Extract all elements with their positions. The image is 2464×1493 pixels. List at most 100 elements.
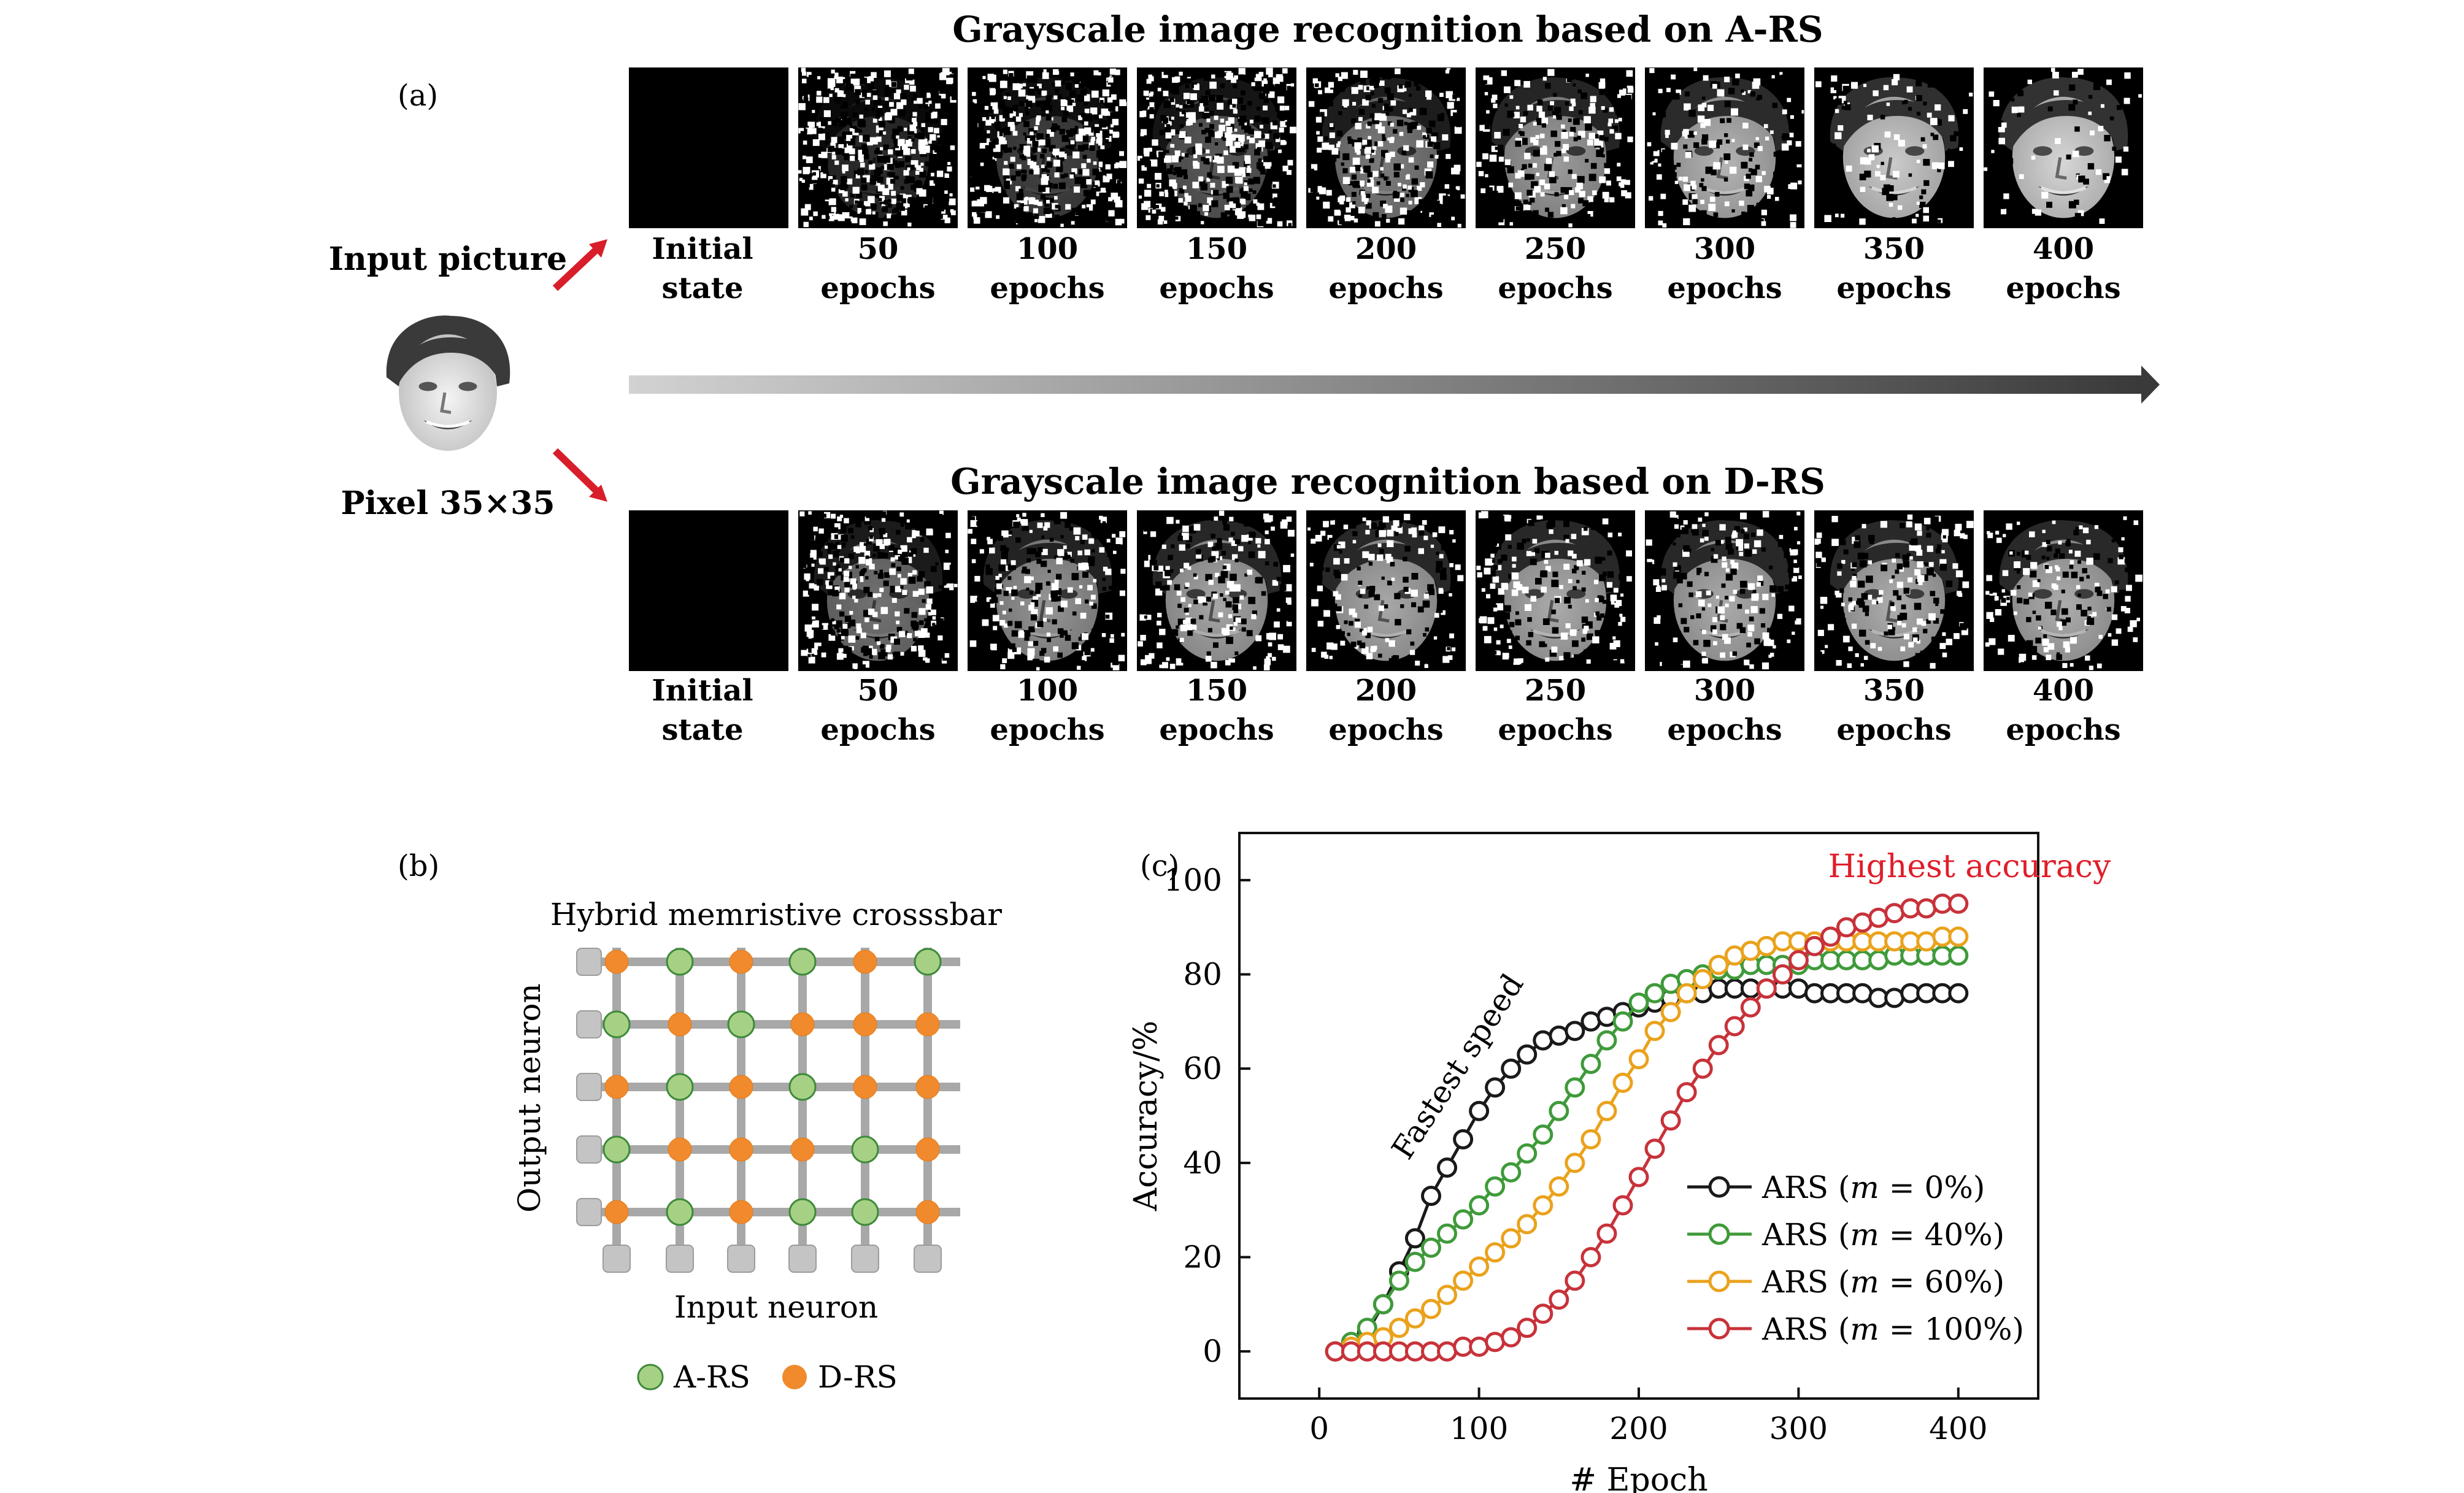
y-tick-label: 60 (1183, 1051, 1222, 1086)
epoch-frame: 350 epochs (1814, 67, 1974, 305)
epoch-frame: 400 epochs (1984, 510, 2143, 747)
output-neuron-label: Output neuron (512, 983, 547, 1213)
frame-label-bottom: state (661, 271, 743, 305)
data-point (1644, 983, 1665, 1004)
data-point (1565, 1153, 1585, 1173)
data-point (1388, 1318, 1409, 1338)
data-point (1453, 1270, 1474, 1291)
drs-cell (790, 1137, 815, 1162)
data-point (1533, 1124, 1553, 1145)
data-point (1404, 1251, 1425, 1272)
frame-label-bottom: epochs (1328, 271, 1443, 305)
y-tick-label: 0 (1203, 1334, 1222, 1369)
pixel-size-caption: Pixel 35×35 (341, 485, 555, 522)
drs-cell (915, 1075, 940, 1099)
data-point (1660, 1110, 1681, 1131)
input-picture-title: Input picture (329, 240, 568, 278)
frame-label-top: 100 (1017, 674, 1078, 708)
drs-frames: Initialstate50epochs100epochs150epochs20… (629, 510, 2143, 747)
ars-cell (603, 1010, 631, 1038)
data-point (1612, 1072, 1633, 1093)
ars-cell (851, 1198, 879, 1226)
epoch-frame: 50 epochs (798, 510, 958, 747)
epoch-frame: 300 epochs (1645, 510, 1804, 747)
data-point (1565, 1270, 1585, 1291)
legend-ars-label: A-RS (673, 1359, 750, 1395)
data-point (1708, 954, 1729, 975)
data-point (1612, 1195, 1633, 1216)
drs-cell (790, 1012, 815, 1037)
frame-label-bottom: state (661, 713, 743, 747)
frame-label-top: 300 (1694, 232, 1755, 266)
data-point (1421, 1299, 1441, 1319)
drs-cell (915, 1012, 940, 1037)
epoch-frame: 200 epochs (1306, 67, 1466, 305)
data-point (1517, 1318, 1538, 1338)
data-point (1756, 978, 1777, 999)
frame-label-top: 400 (2033, 232, 2094, 266)
frame-label-top: 250 (1525, 232, 1586, 266)
data-point (1565, 1077, 1585, 1098)
legend-label: ARS (m = 0%) (1761, 1170, 1985, 1205)
data-point (1660, 1002, 1681, 1023)
data-point (1373, 1294, 1393, 1315)
data-point (1501, 1058, 1522, 1079)
data-point (1453, 1129, 1474, 1149)
data-point (1549, 1176, 1569, 1197)
frame-label-bottom: epochs (1836, 271, 1951, 305)
frame-label-bottom: epochs (1667, 271, 1782, 305)
y-tick-label: 20 (1183, 1240, 1222, 1275)
data-point (1580, 1129, 1601, 1149)
data-point (1644, 1021, 1665, 1042)
crossbar-legend: A-RS D-RS (637, 1359, 898, 1395)
ars-row-title: Grayscale image recognition based on A-R… (952, 9, 1823, 50)
data-point (1501, 1162, 1522, 1183)
data-point (1644, 1138, 1665, 1159)
ars-cell (788, 1073, 817, 1101)
data-point (1676, 983, 1697, 1004)
frame-label-bottom: epochs (2006, 713, 2120, 747)
drs-cell (853, 950, 877, 974)
y-axis-label: Accuracy/% (1128, 1021, 1165, 1212)
data-point (1596, 1100, 1617, 1121)
data-point (1485, 1077, 1506, 1098)
data-point (1676, 1082, 1697, 1103)
ars-cell (666, 948, 694, 976)
accuracy-chart: 0 100 200 300 400 0 20 40 60 80 100 # Epoch Accuracy… (1128, 832, 2111, 1493)
frame-label-bottom: epochs (2006, 271, 2120, 305)
ars-cell (914, 948, 942, 976)
red-arrow-up-icon (552, 239, 607, 291)
y-tick-label: 100 (1164, 862, 1222, 898)
panel-b-label: (b) (398, 849, 439, 883)
ars-cell (788, 948, 817, 976)
epoch-frame: 150 epochs (1137, 510, 1296, 747)
frame-label-top: 400 (2033, 674, 2094, 708)
data-point (1948, 983, 1969, 1004)
data-point (1533, 1195, 1553, 1216)
data-point (1724, 1016, 1745, 1037)
data-point (1517, 1143, 1538, 1164)
data-point (1404, 1228, 1425, 1249)
data-point (1501, 1327, 1522, 1348)
drs-cell (668, 1012, 692, 1037)
frame-label-top: 250 (1525, 674, 1586, 708)
data-point (1437, 1284, 1457, 1305)
ars-frames: Initialstate50epochs100epochs150epochs20… (629, 67, 2143, 305)
ars-cell (851, 1135, 879, 1164)
drs-cell (604, 1200, 629, 1224)
epoch-frame: 250 epochs (1476, 67, 1635, 305)
epoch-frame: 200 epochs (1306, 510, 1466, 747)
legend-label: ARS (m = 100%) (1761, 1311, 2024, 1347)
data-point (1565, 1021, 1585, 1042)
ars-cell (788, 1198, 817, 1226)
data-point (1469, 1195, 1490, 1216)
drs-cell (853, 1075, 877, 1099)
input-neuron-terminal (914, 1245, 942, 1273)
legend-marker (1708, 1270, 1730, 1292)
epoch-frame: 400 epochs (1984, 67, 2143, 305)
data-point (1612, 1011, 1633, 1032)
frame-label-top: 350 (1863, 232, 1925, 266)
data-point (1948, 945, 1969, 966)
epoch-frame: 150 epochs (1137, 67, 1296, 305)
